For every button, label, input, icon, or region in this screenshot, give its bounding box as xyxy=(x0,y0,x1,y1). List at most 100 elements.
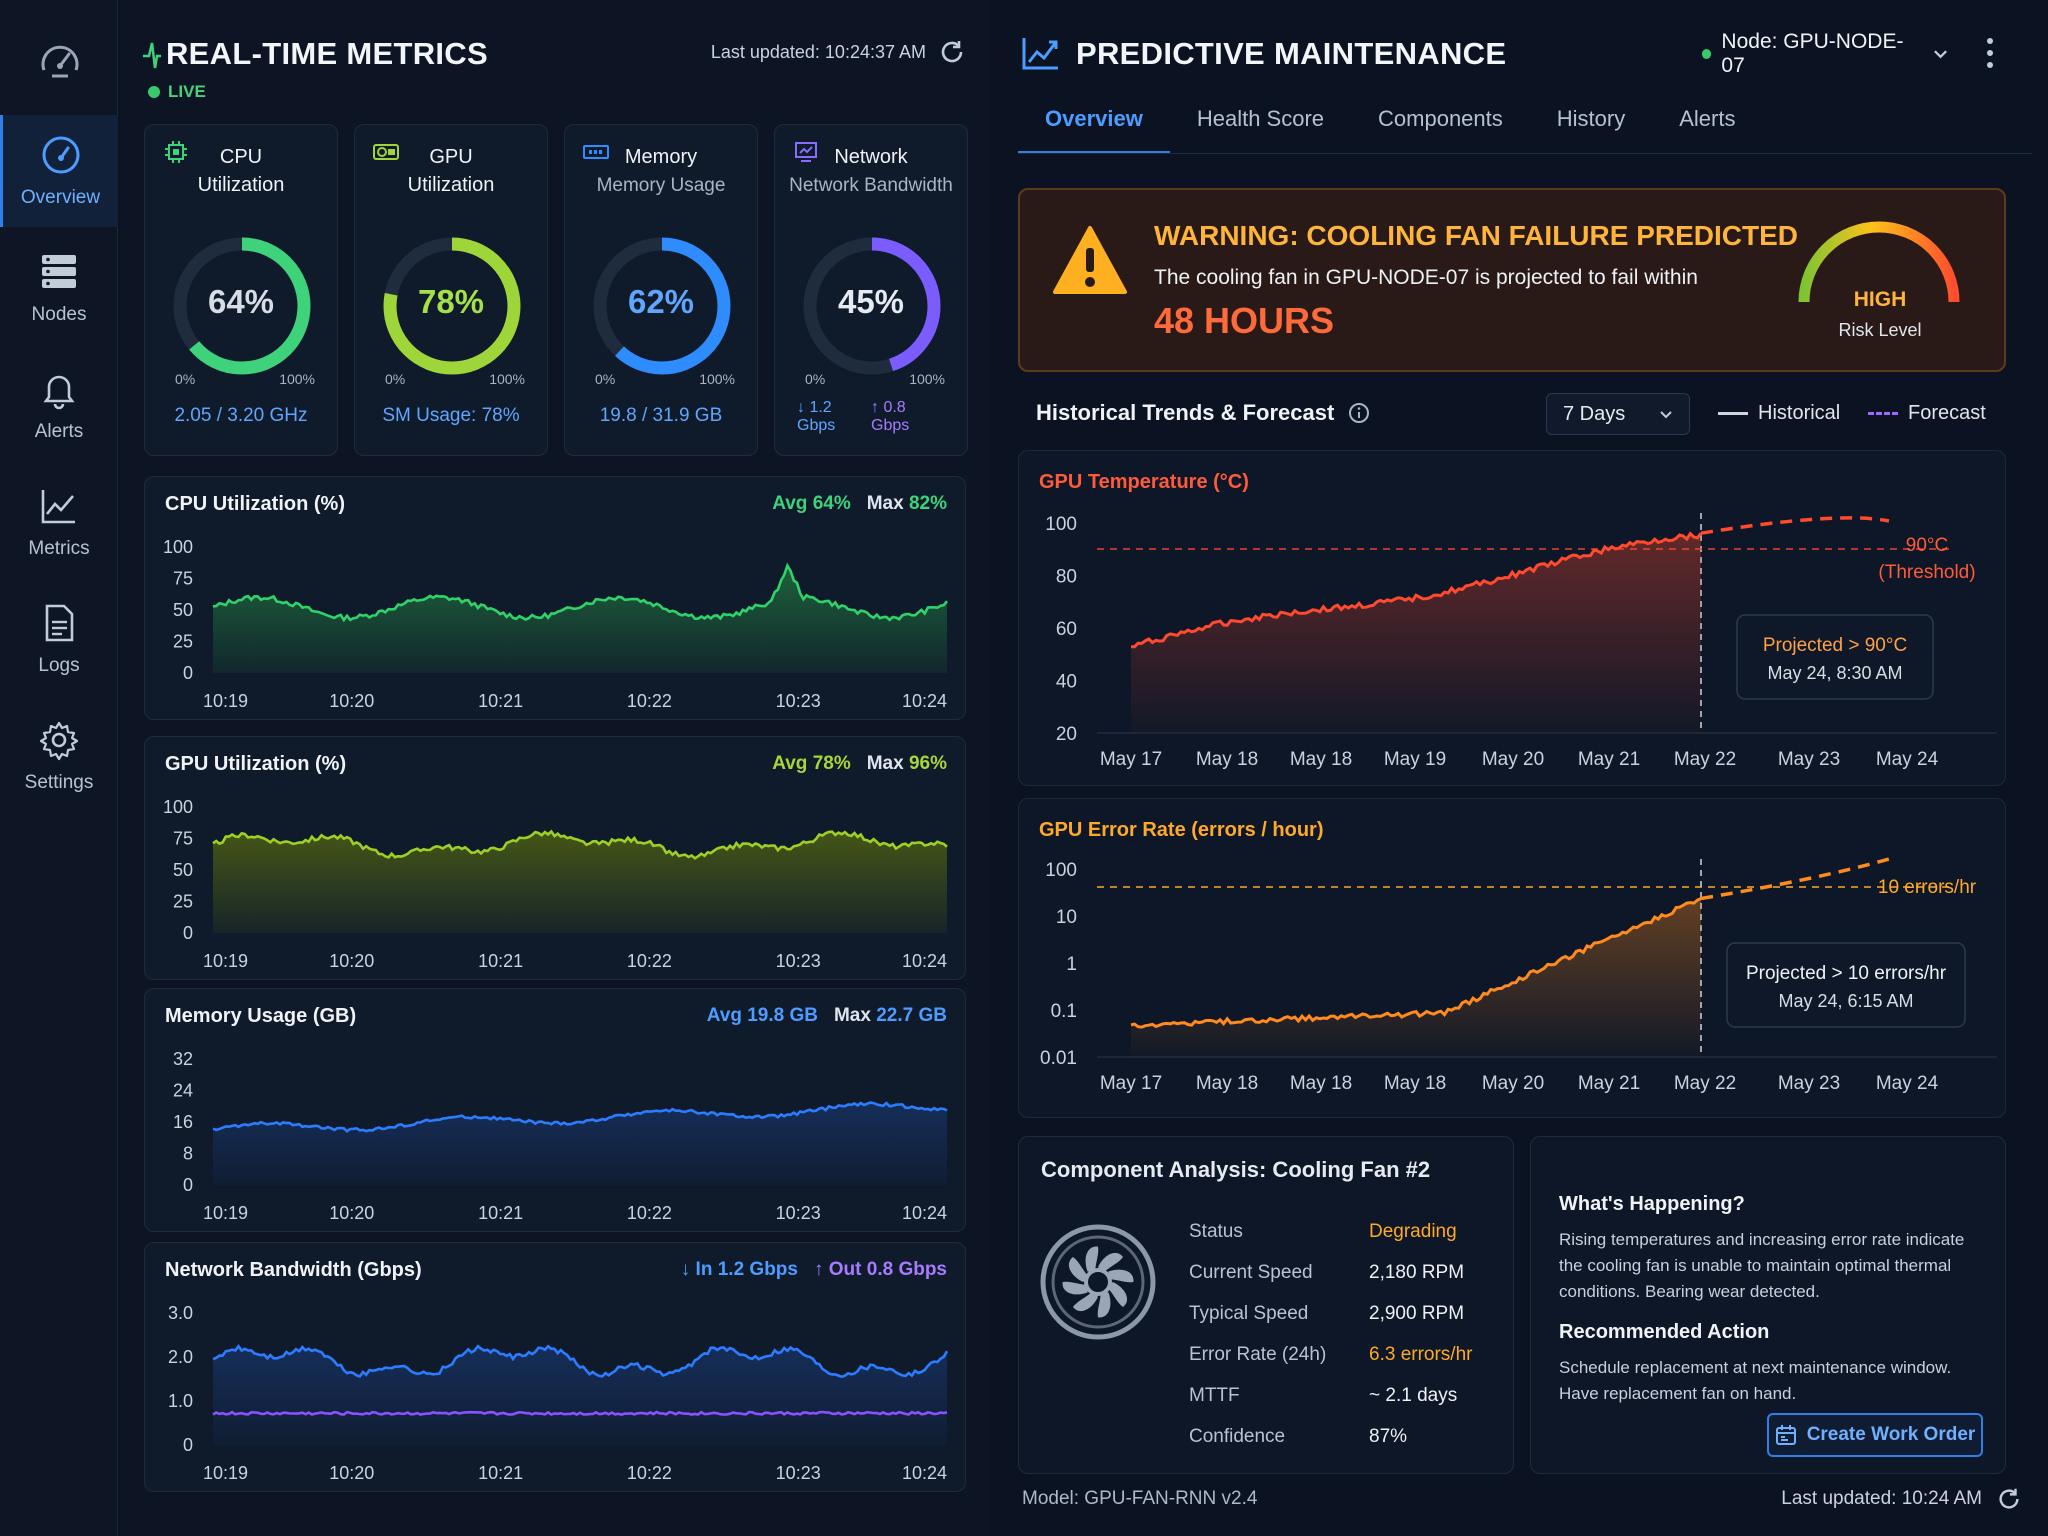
tab-bar: Overview Health Score Components History… xyxy=(1018,100,1762,154)
range-select[interactable]: 7 Days xyxy=(1546,393,1690,435)
historical-trends-heading: Historical Trends & Forecast xyxy=(1036,400,1370,426)
gauge-min: 0% xyxy=(175,371,196,387)
gpu-utilization-chart[interactable]: GPU Utilization (%) Avg 78% Max 96% 100 75… xyxy=(144,736,966,980)
component-title: Component Analysis: Cooling Fan #2 xyxy=(1041,1157,1431,1182)
y-tick: 100 xyxy=(1045,860,1077,881)
memory-gauge-card[interactable]: Memory Memory Usage 62% 0% 100% 19.8 / 31… xyxy=(564,124,758,456)
x-tick: May 23 xyxy=(1778,1073,1840,1094)
gpu-gauge-card[interactable]: GPU Utilization 78% 0% 100% SM Usage: 78% xyxy=(354,124,548,456)
recommended-action-text: Schedule replacement at next maintenance… xyxy=(1559,1355,1989,1407)
series-line xyxy=(212,1101,948,1133)
nav-logs-label: Logs xyxy=(38,655,80,676)
component-status-value: Degrading xyxy=(1369,1221,1457,1242)
projection-date: May 24, 6:15 AM xyxy=(1778,991,1913,1011)
x-tick: May 17 xyxy=(1100,1073,1162,1094)
tab-overview[interactable]: Overview xyxy=(1018,100,1170,154)
refresh-icon[interactable] xyxy=(1996,1486,2022,1512)
gauge-value: 78% xyxy=(417,283,485,320)
warning-description: The cooling fan in GPU-NODE-07 is projec… xyxy=(1154,266,1698,289)
node-status-dot xyxy=(1702,49,1712,59)
network-in: ↓ 1.2 Gbps xyxy=(797,399,836,434)
line-plot: 32 24 16 8 0 10:19 10:20 10:21 10:22 10:23 10:24 xyxy=(173,1049,948,1223)
tab-components[interactable]: Components xyxy=(1378,106,1503,131)
y-tick: 20 xyxy=(1056,724,1077,745)
nav-settings[interactable]: Settings xyxy=(0,700,118,812)
gpu-error-rate-chart[interactable]: 100 10 1 0.1 0.01 May 17 May 18 May 18 May 18 May… xyxy=(1018,798,2006,1118)
tab-health-score[interactable]: Health Score xyxy=(1196,106,1325,131)
gauge-icon xyxy=(42,136,79,174)
stat-label: Avg xyxy=(772,753,808,774)
pulse-icon xyxy=(143,42,161,69)
x-tick: 10:22 xyxy=(627,1463,672,1483)
whats-happening-text: Rising temperatures and increasing error… xyxy=(1559,1227,1989,1305)
nav-settings-label: Settings xyxy=(24,772,94,793)
tab-history[interactable]: History xyxy=(1556,106,1626,131)
y-tick: 2.0 xyxy=(168,1347,193,1367)
stat-out: 0.8 Gbps xyxy=(866,1259,947,1280)
threshold-label: 90°C xyxy=(1906,535,1948,556)
nav-nodes[interactable]: Nodes xyxy=(0,232,118,344)
fan-blade xyxy=(1098,1252,1123,1273)
bell-icon xyxy=(43,375,75,410)
stat-label: ↑ Out xyxy=(813,1259,862,1280)
network-icon xyxy=(795,142,817,162)
error-rate-plot: 100 10 1 0.1 0.01 May 17 May 18 May 18 May 18 May… xyxy=(1040,857,1997,1094)
line-plot: 3.0 2.0 1.0 0 10:19 10:20 10:21 10:22 10:23 10:24 xyxy=(168,1303,949,1483)
nav-alerts[interactable]: Alerts xyxy=(0,349,118,461)
nav-metrics-label: Metrics xyxy=(28,538,90,559)
predictive-maintenance-panel: PREDICTIVE MAINTENANCE Node: GPU-NODE-07… xyxy=(992,0,2048,1536)
nav-logs[interactable]: Logs xyxy=(0,583,118,695)
x-tick: 10:19 xyxy=(203,1463,248,1483)
nav-overview[interactable]: Overview xyxy=(0,115,118,227)
component-confidence-label: Confidence xyxy=(1189,1426,1286,1447)
last-updated: Last updated: 10:24:37 AM xyxy=(710,42,926,62)
x-tick: 10:20 xyxy=(329,1463,374,1483)
info-icon[interactable] xyxy=(1348,402,1370,424)
stat-label: Max xyxy=(833,1005,871,1026)
y-tick: 100 xyxy=(1045,514,1077,535)
x-tick: 10:22 xyxy=(627,1203,672,1223)
node-select[interactable]: Node: GPU-NODE-07 xyxy=(1690,30,1948,77)
y-tick: 8 xyxy=(183,1144,193,1164)
y-tick: 10 xyxy=(1056,907,1077,928)
series-line xyxy=(212,1344,949,1379)
create-work-order-button[interactable]: Create Work Order xyxy=(1767,1413,1983,1457)
x-tick: 10:20 xyxy=(329,691,374,711)
cpu-utilization-chart[interactable]: CPU Utilization (%) Avg 64% Max 82% 100 75… xyxy=(144,476,966,720)
recommended-action-line: Schedule replacement at next maintenance… xyxy=(1559,1358,1952,1377)
more-menu-icon[interactable] xyxy=(1984,36,1996,70)
nav-metrics[interactable]: Metrics xyxy=(0,466,118,578)
tab-alerts[interactable]: Alerts xyxy=(1679,106,1736,131)
model-version: Model: GPU-FAN-RNN v2.4 xyxy=(1022,1488,1258,1509)
warning-icon xyxy=(1053,226,1127,294)
x-tick: May 18 xyxy=(1290,1073,1352,1094)
gauge-footer: 19.8 / 31.9 GB xyxy=(599,405,723,426)
component-mttf-label: MTTF xyxy=(1189,1385,1240,1406)
memory-usage-chart[interactable]: Memory Usage (GB) Avg 19.8 GB Max 22.7 GB… xyxy=(144,988,966,1232)
line-plot: 100 75 50 25 0 10:19 10:20 10:21 10:22 10:23 10:24 xyxy=(163,537,949,711)
stat-max: 82% xyxy=(908,493,947,514)
projection-title: Projected > 10 errors/hr xyxy=(1746,963,1947,984)
cpu-gauge-card[interactable]: CPU Utilization 64% 0% 100% 2.05 / 3.20 G… xyxy=(144,124,338,456)
calendar-icon xyxy=(1775,1425,1796,1445)
y-tick: 50 xyxy=(173,860,193,880)
panel-title: PREDICTIVE MAINTENANCE xyxy=(1076,36,1507,71)
component-typical-label: Typical Speed xyxy=(1189,1303,1309,1324)
chart-title: GPU Temperature (°C) xyxy=(1039,471,1249,493)
chart-stats: Avg 78% Max 96% xyxy=(772,753,947,775)
gauge-max: 100% xyxy=(279,371,315,387)
document-icon xyxy=(45,604,74,642)
chart-stats: Avg 64% Max 82% xyxy=(772,493,947,515)
stat-avg: 64% xyxy=(812,493,851,514)
component-error-value: 6.3 errors/hr xyxy=(1369,1344,1473,1365)
gauge-min: 0% xyxy=(595,371,616,387)
network-bandwidth-chart[interactable]: Network Bandwidth (Gbps) ↓ In 1.2 Gbps ↑ … xyxy=(144,1242,966,1492)
component-analysis-card: Component Analysis: Cooling Fan #2 Statu… xyxy=(1018,1136,1514,1474)
whats-happening-line: the cooling fan is unable to maintain op… xyxy=(1559,1256,1952,1275)
gpu-temperature-chart[interactable]: 100 80 60 40 20 May 17 May 18 May 18 May 19 May 2… xyxy=(1018,450,2006,786)
network-gauge-card[interactable]: Network Network Bandwidth 45% 0% 100% ↓ 1… xyxy=(774,124,968,456)
projection-box xyxy=(1726,942,1966,1028)
refresh-icon[interactable] xyxy=(938,38,966,66)
x-tick: May 23 xyxy=(1778,749,1840,770)
nav-alerts-label: Alerts xyxy=(34,421,84,442)
